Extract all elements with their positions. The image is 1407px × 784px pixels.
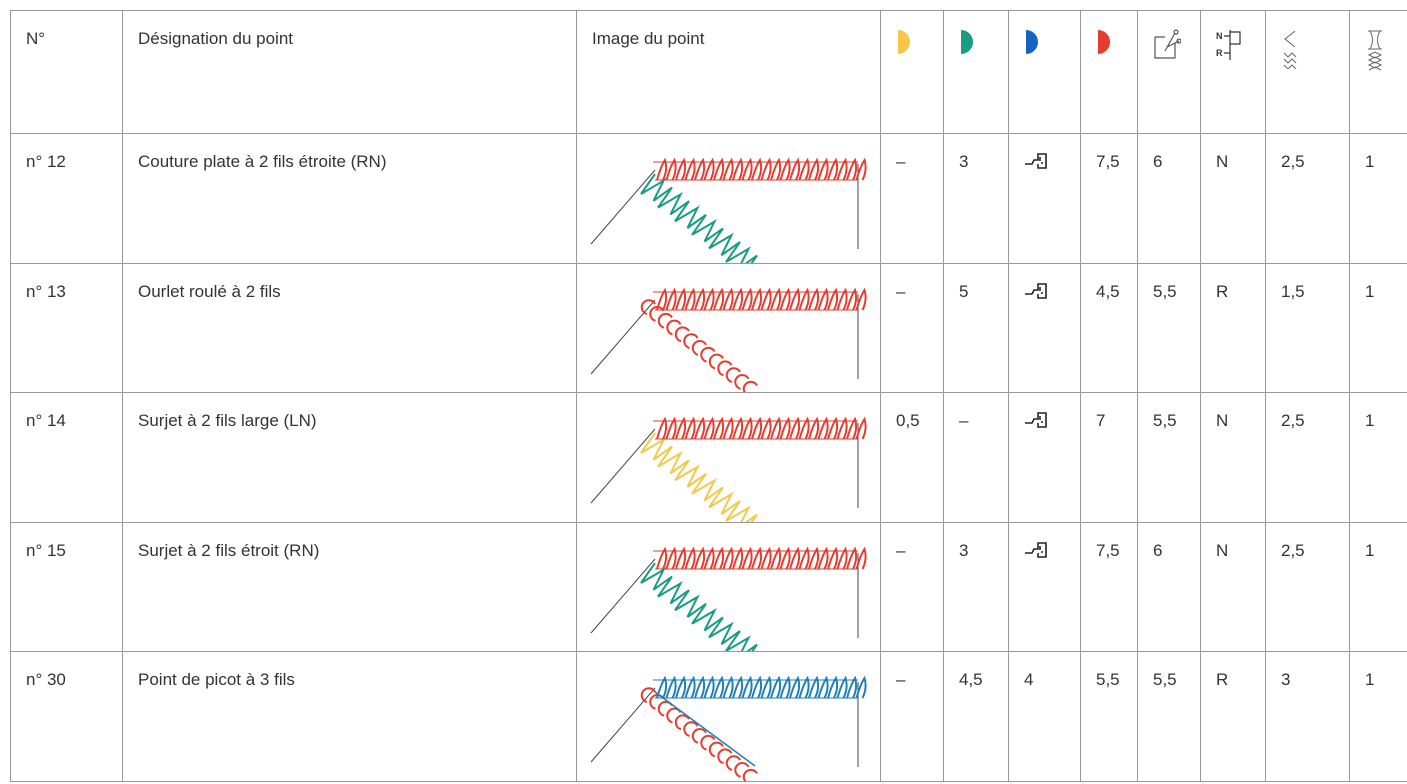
header-cell: Image du point xyxy=(576,10,881,134)
table-cell: 7,5 xyxy=(1080,521,1138,653)
needle-plate-icon: NR xyxy=(1216,30,1241,60)
table-cell: R xyxy=(1200,262,1266,394)
table-row: n° 13 Ourlet roulé à 2 fils –5 4,5 5,5 R 1,5 1 xyxy=(10,262,1407,394)
table-cell: 1 xyxy=(1349,133,1407,264)
table-cell: 5,5 xyxy=(1137,392,1201,523)
image-cell xyxy=(576,392,881,523)
table-cell: 1 xyxy=(1349,651,1407,782)
table-cell: 1 xyxy=(1349,262,1407,394)
header-row: N° Désignation du point Image du point N… xyxy=(10,10,1407,134)
table-cell: 7,5 xyxy=(1080,133,1138,264)
header-icon xyxy=(1265,10,1350,134)
table-row: n° 30 Point de picot à 3 fils –4,5 4 5,5 5,5 R… xyxy=(10,651,1407,782)
table-row: n° 15 Surjet à 2 fils étroit (RN) –3 7,5 6 N 2… xyxy=(10,521,1407,653)
table-cell: 4,5 xyxy=(943,651,1009,782)
image-cell xyxy=(576,133,881,264)
svg-text:R: R xyxy=(1216,48,1223,58)
stitch-image xyxy=(590,676,867,781)
presser-foot-icon xyxy=(1025,412,1047,428)
image-cell xyxy=(576,651,881,782)
header-icon xyxy=(943,10,1009,134)
table-cell: Point de picot à 3 fils xyxy=(122,651,577,782)
stitch-image xyxy=(590,416,867,522)
table-cell: – xyxy=(880,133,944,264)
table-cell: 2,5 xyxy=(1265,133,1350,264)
icon-cell xyxy=(1008,133,1081,264)
header-icon xyxy=(1080,10,1138,134)
table-cell: 5,5 xyxy=(1080,651,1138,782)
icon-cell xyxy=(1008,521,1081,653)
image-cell xyxy=(576,262,881,394)
table-cell: – xyxy=(880,521,944,653)
table-cell: n° 12 xyxy=(10,133,123,264)
header-icon xyxy=(1137,10,1201,134)
table-cell: 6 xyxy=(1137,133,1201,264)
stitch-table: N° Désignation du point Image du point N… xyxy=(10,10,1407,782)
table-cell: n° 14 xyxy=(10,392,123,523)
table-cell: 1,5 xyxy=(1265,262,1350,394)
table-row: n° 12 Couture plate à 2 fils étroite (RN)… xyxy=(10,133,1407,264)
stitch-image xyxy=(590,157,867,263)
table-cell: 3 xyxy=(943,521,1009,653)
stitch-length-icon xyxy=(1283,30,1297,70)
table-cell: – xyxy=(880,262,944,394)
table-cell: 6 xyxy=(1137,521,1201,653)
table-row: n° 14 Surjet à 2 fils large (LN) 0,5–7 5,5 N… xyxy=(10,392,1407,523)
table-cell: n° 15 xyxy=(10,521,123,653)
table-cell: 2,5 xyxy=(1265,392,1350,523)
presser-foot-icon xyxy=(1025,541,1047,558)
header-icon xyxy=(1349,10,1407,134)
table-cell: N xyxy=(1200,392,1266,523)
table-cell: Surjet à 2 fils large (LN) xyxy=(122,392,577,523)
presser-foot-icon xyxy=(1025,153,1047,169)
cutting-icon xyxy=(1154,29,1182,59)
table-cell: 1 xyxy=(1349,392,1407,523)
table-cell: 5 xyxy=(943,262,1009,394)
yellow-thread-icon xyxy=(898,30,910,54)
table-cell: 5,5 xyxy=(1137,651,1201,782)
table-cell: 5,5 xyxy=(1137,262,1201,394)
blue-thread-icon xyxy=(1026,30,1038,54)
header-cell: N° xyxy=(10,10,123,134)
table-cell: R xyxy=(1200,651,1266,782)
table-cell: 4 xyxy=(1008,651,1081,782)
table-body: n° 12 Couture plate à 2 fils étroite (RN)… xyxy=(10,133,1407,782)
table-cell: n° 13 xyxy=(10,262,123,394)
green-thread-icon xyxy=(961,30,973,54)
icon-cell xyxy=(1008,392,1081,523)
header-icon xyxy=(880,10,944,134)
table-cell: 3 xyxy=(1265,651,1350,782)
red-thread-icon xyxy=(1098,30,1110,54)
table-cell: – xyxy=(943,392,1009,523)
image-cell xyxy=(576,521,881,653)
table-cell: N xyxy=(1200,521,1266,653)
table-cell: 4,5 xyxy=(1080,262,1138,394)
table-cell: 1 xyxy=(1349,521,1407,653)
table-cell: Couture plate à 2 fils étroite (RN) xyxy=(122,133,577,264)
icon-cell xyxy=(1008,262,1081,394)
stitch-image xyxy=(590,546,867,651)
differential-icon xyxy=(1367,30,1383,71)
table-cell: 2,5 xyxy=(1265,521,1350,653)
svg-text:N: N xyxy=(1216,31,1223,41)
stitch-image xyxy=(590,287,867,392)
table-cell: N xyxy=(1200,133,1266,264)
table-cell: Surjet à 2 fils étroit (RN) xyxy=(122,521,577,653)
header-icon xyxy=(1008,10,1081,134)
table-cell: n° 30 xyxy=(10,651,123,782)
table-cell: 0,5 xyxy=(880,392,944,523)
presser-foot-icon xyxy=(1025,282,1047,299)
table-cell: 7 xyxy=(1080,392,1138,523)
table-cell: 3 xyxy=(943,133,1009,264)
header-cell: Désignation du point xyxy=(122,10,577,134)
table-cell: – xyxy=(880,651,944,782)
table-cell: Ourlet roulé à 2 fils xyxy=(122,262,577,394)
